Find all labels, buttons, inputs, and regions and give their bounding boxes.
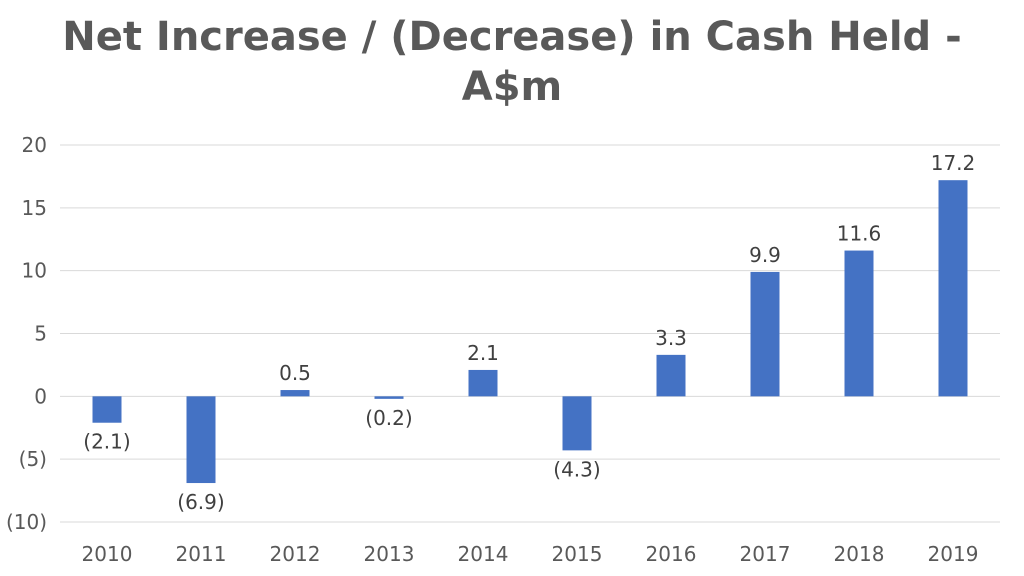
bar-chart: 20151050(5)(10) (2.1)(6.9)0.5(0.2)2.1(4.… xyxy=(0,0,1024,576)
x-tick-label: 2011 xyxy=(176,542,227,566)
data-label: 11.6 xyxy=(837,222,882,246)
x-tick-label: 2016 xyxy=(646,542,697,566)
data-label: (2.1) xyxy=(83,430,130,454)
bar xyxy=(563,396,592,450)
data-label: 3.3 xyxy=(655,326,687,350)
bar xyxy=(845,251,874,397)
bar xyxy=(939,180,968,396)
x-tick-label: 2015 xyxy=(552,542,603,566)
x-tick-label: 2017 xyxy=(740,542,791,566)
y-tick-label: 10 xyxy=(22,259,47,283)
data-label: (0.2) xyxy=(365,406,412,430)
bar xyxy=(469,370,498,396)
x-tick-label: 2018 xyxy=(834,542,885,566)
data-label: (6.9) xyxy=(177,490,224,514)
x-tick-label: 2010 xyxy=(82,542,133,566)
x-tick-label: 2014 xyxy=(458,542,509,566)
data-label: 17.2 xyxy=(931,151,976,175)
data-label: 9.9 xyxy=(749,243,781,267)
x-axis-ticks: 2010 2011 2012 2013 2014 2015 2016 2017 2018 2019 xyxy=(82,542,979,566)
y-tick-label: 15 xyxy=(22,196,47,220)
x-tick-label: 2013 xyxy=(364,542,415,566)
data-label: 2.1 xyxy=(467,341,499,365)
y-tick-label: (10) xyxy=(6,510,47,534)
bar xyxy=(657,355,686,396)
x-tick-label: 2012 xyxy=(270,542,321,566)
bar xyxy=(751,272,780,396)
y-tick-label: (5) xyxy=(19,447,47,471)
y-tick-label: 0 xyxy=(34,384,47,408)
y-axis-ticks: 20 15 10 5 0 (5) (10) xyxy=(6,133,47,534)
bar xyxy=(375,396,404,399)
x-tick-label: 2019 xyxy=(928,542,979,566)
data-label: (4.3) xyxy=(553,457,600,481)
bar xyxy=(187,396,216,483)
bar xyxy=(281,390,310,396)
data-label: 0.5 xyxy=(279,361,311,385)
bar xyxy=(93,396,122,422)
y-tick-label: 5 xyxy=(34,322,47,346)
y-tick-label: 20 xyxy=(22,133,47,157)
